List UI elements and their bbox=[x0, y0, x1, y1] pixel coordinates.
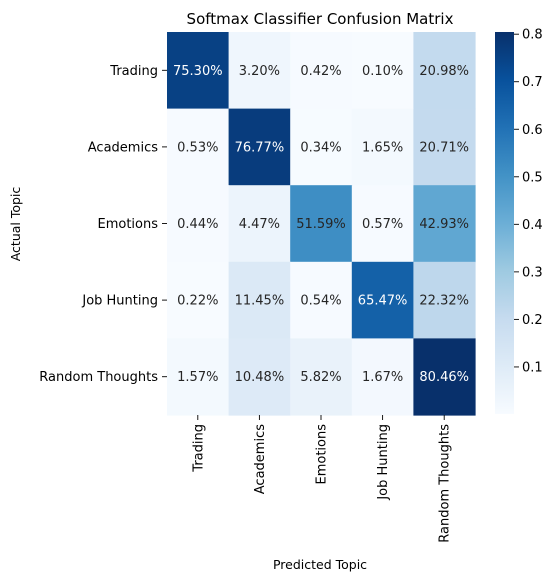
heatmap-cells bbox=[167, 32, 476, 416]
colorbar-tick-label: 0.8 bbox=[522, 28, 543, 43]
cell-value-label: 42.93% bbox=[419, 217, 469, 232]
heatmap-cell bbox=[351, 32, 414, 110]
cell-value-label: 3.20% bbox=[239, 64, 280, 79]
cell-value-label: 1.57% bbox=[177, 370, 218, 385]
x-tick-label: Trading bbox=[191, 424, 206, 473]
colorbar-tick-label: 0.7 bbox=[522, 75, 543, 90]
heatmap-cell bbox=[167, 338, 230, 416]
heatmap-cell bbox=[167, 32, 230, 110]
y-tick-label: Trading bbox=[109, 64, 158, 79]
y-tick-label: Random Thoughts bbox=[39, 370, 158, 385]
cell-value-label: 65.47% bbox=[358, 294, 408, 309]
chart-title: Softmax Classifier Confusion Matrix bbox=[187, 10, 454, 28]
y-axis: Trading Academics Emotions Job Hunting Rando… bbox=[39, 64, 167, 385]
cell-value-label: 0.44% bbox=[177, 217, 218, 232]
heatmap-cell bbox=[413, 338, 476, 416]
cell-value-label: 10.48% bbox=[235, 370, 285, 385]
cell-value-label: 4.47% bbox=[239, 217, 280, 232]
heatmap-cell bbox=[413, 108, 476, 186]
heatmap-cell bbox=[413, 261, 476, 339]
heatmap-cell bbox=[167, 108, 230, 186]
heatmap-cell bbox=[290, 338, 353, 416]
colorbar-ticks: 0.1 0.2 0.3 0.4 0.5 0.6 0.7 0.8 bbox=[514, 28, 543, 375]
cell-value-label: 0.57% bbox=[362, 217, 403, 232]
colorbar-tick-label: 0.4 bbox=[522, 218, 543, 233]
heatmap-cell bbox=[413, 32, 476, 110]
heatmap-cell bbox=[290, 108, 353, 186]
colorbar-tick-label: 0.6 bbox=[522, 123, 543, 138]
cell-value-label: 0.53% bbox=[177, 140, 218, 155]
cell-value-label: 0.10% bbox=[362, 64, 403, 79]
colorbar-gradient bbox=[495, 32, 514, 414]
y-tick-label: Academics bbox=[88, 140, 158, 155]
cell-value-label: 51.59% bbox=[296, 217, 346, 232]
cell-value-label: 20.71% bbox=[419, 140, 469, 155]
x-tick-label: Job Hunting bbox=[376, 424, 391, 501]
cell-value-label: 1.67% bbox=[362, 370, 403, 385]
cell-value-label: 20.98% bbox=[419, 64, 469, 79]
colorbar-tick-label: 0.5 bbox=[522, 170, 543, 185]
cell-value-label: 0.22% bbox=[177, 294, 218, 309]
heatmap-cell bbox=[351, 261, 414, 339]
cell-value-label: 22.32% bbox=[419, 294, 469, 309]
x-axis: Trading Academics Emotions Job Hunting Rando… bbox=[191, 415, 453, 543]
heatmap-cell bbox=[228, 338, 291, 416]
cell-value-label: 75.30% bbox=[173, 64, 223, 79]
cell-value-label: 76.77% bbox=[235, 140, 285, 155]
y-axis-label: Actual Topic bbox=[8, 187, 23, 262]
heatmap-cell bbox=[351, 108, 414, 186]
cell-value-label: 0.34% bbox=[300, 140, 341, 155]
colorbar: 0.1 0.2 0.3 0.4 0.5 0.6 0.7 0.8 bbox=[495, 28, 543, 414]
x-tick-label: Emotions bbox=[315, 424, 330, 485]
heatmap-cell bbox=[290, 185, 353, 263]
colorbar-tick-label: 0.2 bbox=[522, 313, 543, 328]
cell-value-label: 5.82% bbox=[300, 370, 341, 385]
heatmap-cell bbox=[228, 185, 291, 263]
heatmap-cell bbox=[228, 32, 291, 110]
cell-value-label: 1.65% bbox=[362, 140, 403, 155]
y-tick-label: Job Hunting bbox=[81, 294, 158, 309]
heatmap-cell bbox=[290, 32, 353, 110]
heatmap-cell bbox=[351, 338, 414, 416]
heatmap-cell bbox=[413, 185, 476, 263]
cell-value-label: 80.46% bbox=[419, 370, 469, 385]
colorbar-tick-label: 0.1 bbox=[522, 360, 543, 375]
heatmap-cell bbox=[228, 108, 291, 186]
x-tick-label: Academics bbox=[253, 424, 268, 494]
x-axis-label: Predicted Topic bbox=[273, 557, 367, 572]
heatmap-cell bbox=[167, 261, 230, 339]
heatmap-cell bbox=[290, 261, 353, 339]
heatmap-cell bbox=[228, 261, 291, 339]
x-tick-label: Random Thoughts bbox=[438, 424, 453, 543]
colorbar-tick-label: 0.3 bbox=[522, 265, 543, 280]
heatmap-cell bbox=[351, 185, 414, 263]
cell-value-label: 0.42% bbox=[300, 64, 341, 79]
cell-value-label: 11.45% bbox=[235, 294, 285, 309]
heatmap-cell bbox=[167, 185, 230, 263]
cell-value-label: 0.54% bbox=[300, 294, 341, 309]
y-tick-label: Emotions bbox=[97, 217, 158, 232]
heatmap-cell-labels: 75.30% 3.20% 0.42% 0.10% 20.98% 0.53% 76.77% 0.… bbox=[173, 64, 469, 385]
